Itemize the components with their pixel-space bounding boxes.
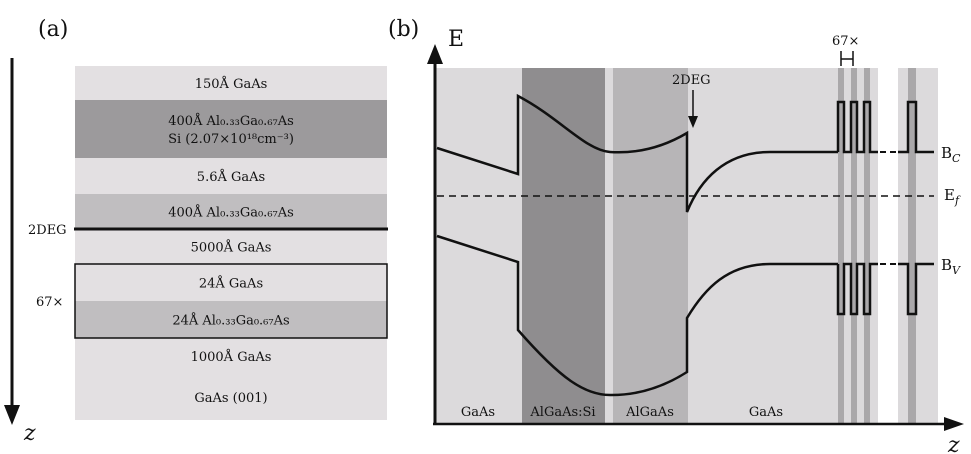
region-gaas-end — [898, 68, 938, 424]
layer-label: 400Å Al₀.₃₃Ga₀.₆₇As — [168, 113, 294, 129]
twodeg-label-a: 2DEG — [28, 223, 67, 238]
valence-band-label: BV — [941, 256, 961, 277]
region-spacer — [605, 68, 613, 424]
energy-axis-arrowhead — [427, 44, 443, 64]
period-bracket — [840, 51, 854, 66]
panel-a: (a) z 150Å GaAs 400Å Al₀.₃₃Ga₀.₆₇As Si (2.… — [4, 17, 388, 446]
layer-0 — [75, 66, 387, 100]
layer-label: 1000Å GaAs — [191, 349, 272, 365]
repeat-label-a: 67× — [36, 295, 63, 310]
region-label: GaAs — [749, 405, 783, 420]
layer-label-secondary: Si (2.07×10¹⁸cm⁻³) — [168, 132, 294, 147]
superlattice-stripe — [838, 68, 844, 424]
layer-2 — [75, 158, 387, 194]
region-gaas-right — [688, 68, 878, 424]
region-algaas-si — [522, 68, 605, 424]
superlattice-stripe — [864, 68, 870, 424]
layer-6 — [75, 301, 387, 338]
position-axis-arrowhead — [944, 417, 964, 431]
conduction-band-end — [898, 100, 934, 154]
position-axis-label: z — [947, 433, 960, 454]
region-gaas-left — [435, 68, 522, 424]
repeat-label-b: 67× — [832, 34, 859, 49]
superlattice-conduction-wells — [836, 100, 878, 154]
layer-label: 24Å Al₀.₃₃Ga₀.₆₇As — [172, 313, 289, 329]
layer-7 — [75, 338, 387, 374]
layer-label: 5000Å GaAs — [191, 240, 272, 256]
layer-label: 400Å Al₀.₃₃Ga₀.₆₇As — [168, 205, 294, 221]
layer-label: 5.6Å GaAs — [197, 169, 265, 185]
region-label: AlGaAs — [625, 405, 674, 420]
twodeg-label-b: 2DEG — [672, 73, 711, 88]
region-algaas — [613, 68, 688, 424]
layer-label: GaAs (001) — [194, 391, 267, 406]
layer-1 — [75, 100, 387, 158]
superlattice-stripe — [851, 68, 857, 424]
superlattice-box-a — [74, 263, 388, 339]
energy-axis-label: E — [448, 27, 464, 52]
conduction-band-edge — [436, 93, 838, 213]
valence-band-edge — [436, 234, 838, 397]
region-label: GaAs — [461, 405, 495, 420]
layer-stack: 150Å GaAs 400Å Al₀.₃₃Ga₀.₆₇As Si (2.07×10¹… — [75, 66, 387, 420]
twodeg-arrowhead — [688, 116, 698, 128]
conduction-band-label: BC — [941, 144, 961, 165]
layer-label: 24Å GaAs — [199, 276, 263, 292]
valence-band-end — [898, 262, 934, 316]
superlattice-stripe — [908, 68, 916, 424]
panel-b-label: (b) — [388, 17, 419, 42]
z-axis-arrowhead-a — [4, 405, 20, 425]
region-label: AlGaAs:Si — [529, 405, 595, 420]
layer-5 — [75, 264, 387, 301]
layer-3 — [75, 194, 387, 229]
superlattice-valence-wells — [836, 262, 878, 316]
fermi-level-label: Ef — [944, 186, 961, 207]
layer-label: 150Å GaAs — [195, 76, 268, 92]
panel-b: (b) E z 2DEG — [388, 17, 964, 454]
panel-a-label: (a) — [38, 17, 68, 42]
layer-4 — [75, 229, 387, 264]
z-axis-label-a: z — [23, 421, 36, 446]
layer-8 — [75, 374, 387, 420]
